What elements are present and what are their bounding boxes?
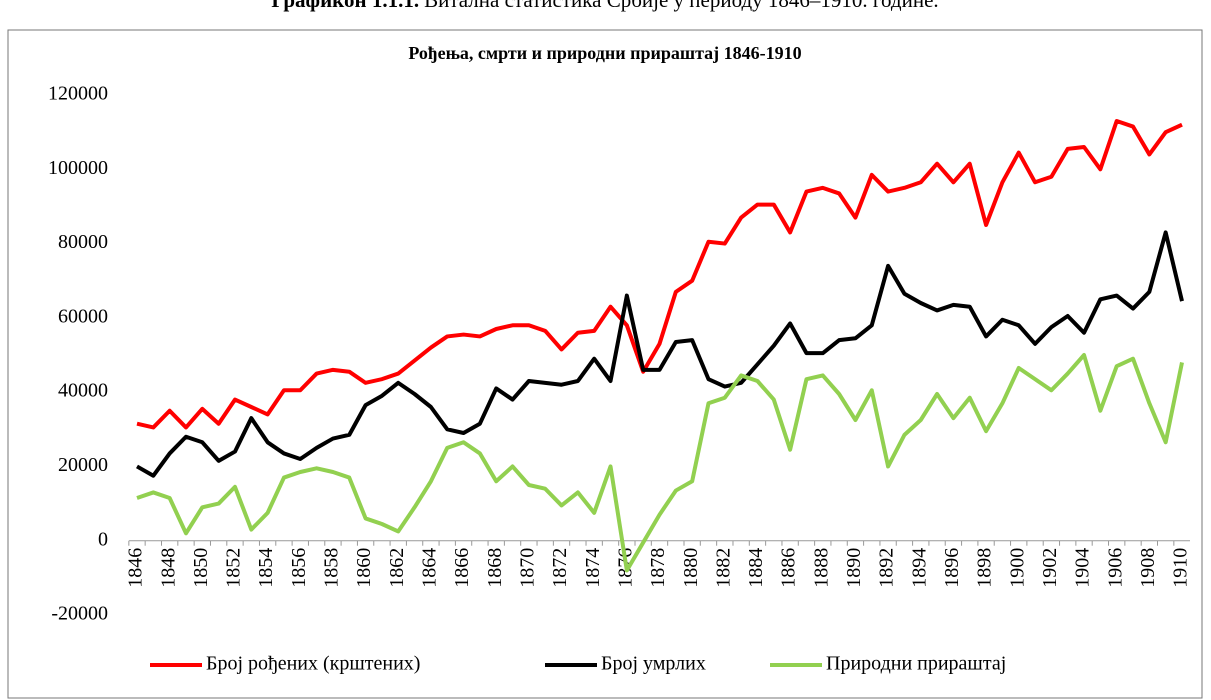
- y-tick-label: 120000: [48, 83, 108, 105]
- x-tick-label: 1904: [1072, 548, 1094, 588]
- x-tick-label: 1882: [712, 548, 734, 588]
- x-tick-label: 1888: [810, 548, 832, 588]
- x-tick-label: 1896: [941, 548, 963, 588]
- x-tick-label: 1858: [321, 548, 343, 588]
- caption-text: Витална статистика Србије у периоду 1846…: [424, 0, 939, 12]
- y-tick-label: 40000: [58, 380, 108, 402]
- caption-label: Графикон 1.1.1.: [271, 0, 419, 12]
- x-tick-label: 1856: [288, 548, 310, 588]
- x-tick-label: 1860: [353, 548, 375, 588]
- legend-label: Број рођених (крштених): [206, 653, 420, 675]
- x-tick-label: 1886: [778, 548, 800, 588]
- x-tick-label: 1908: [1137, 548, 1159, 588]
- legend-label: Број умрлих: [601, 653, 706, 675]
- y-tick-label: 100000: [48, 157, 108, 179]
- y-tick-label: 0: [98, 528, 108, 550]
- chart-frame: [7, 29, 1203, 699]
- x-tick-label: 1864: [419, 548, 441, 588]
- caption: Графикон 1.1.1. Витална статистика Србије…: [271, 0, 938, 12]
- x-tick-label: 1902: [1039, 548, 1061, 588]
- x-tick-label: 1900: [1006, 548, 1028, 588]
- x-tick-label: 1892: [876, 548, 898, 588]
- x-tick-label: 1878: [647, 548, 669, 588]
- x-tick-label: 1890: [843, 548, 865, 588]
- x-tick-label: 1852: [223, 548, 245, 588]
- x-tick-label: 1872: [549, 548, 571, 588]
- y-tick-label: 60000: [58, 305, 108, 327]
- series-line: [136, 230, 1184, 478]
- y-tick-label: 80000: [58, 231, 108, 253]
- x-tick-label: 1854: [255, 548, 277, 588]
- x-tick-label: 1910: [1170, 548, 1192, 588]
- x-tick-label: 1874: [582, 548, 604, 588]
- x-tick-label: 1906: [1104, 548, 1126, 588]
- series-line: [136, 119, 1183, 430]
- x-tick-label: 1870: [516, 548, 538, 588]
- x-tick-label: 1850: [190, 548, 212, 588]
- x-tick-label: 1846: [125, 548, 147, 588]
- legend-label: Природни прираштај: [826, 653, 1006, 675]
- chart-title: Рођења, смрти и природни прираштај 1846-…: [408, 43, 801, 63]
- x-tick-label: 1894: [908, 548, 930, 588]
- x-tick-label: 1880: [680, 548, 702, 588]
- x-tick-label: 1898: [974, 548, 996, 588]
- x-tick-label: 1866: [451, 548, 473, 588]
- x-tick-label: 1884: [745, 548, 767, 588]
- x-tick-label: 1862: [386, 548, 408, 588]
- y-tick-label: 20000: [58, 454, 108, 476]
- series-line: [136, 353, 1184, 573]
- x-tick-label: 1848: [157, 548, 179, 588]
- x-tick-label: 1868: [484, 548, 506, 588]
- y-tick-label: -20000: [51, 603, 108, 625]
